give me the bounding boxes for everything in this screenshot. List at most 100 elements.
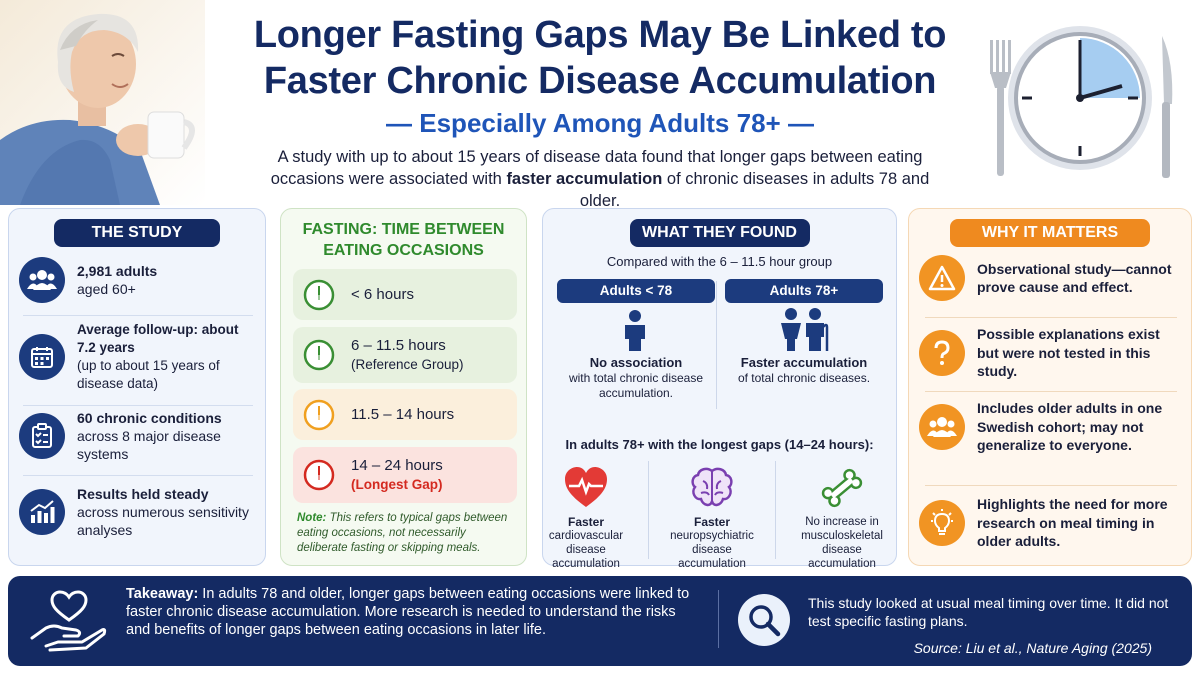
study-item-rest: across 8 major disease systems [77, 428, 221, 462]
why-it-matters-panel: WHY IT MATTERS Observational study—canno… [908, 208, 1192, 566]
study-item-rest: aged 60+ [77, 281, 136, 297]
why-item-observational: Observational study—cannot prove cause a… [919, 255, 1185, 301]
brain-icon [691, 467, 733, 507]
fasting-panel: FASTING: TIME BETWEEN EATING OCCASIONS <… [280, 208, 527, 566]
outcome-rest: No increase in musculoskeletal disease a… [801, 516, 883, 570]
bone-icon [821, 468, 863, 508]
why-item-cohort: Includes older adults in one Swedish coh… [919, 399, 1185, 455]
takeaway-body: In adults 78 and older, longer gaps betw… [126, 586, 690, 638]
outcome-musculoskeletal: No increase in musculoskeletal disease a… [787, 515, 897, 571]
fasting-row-label: 11.5 – 14 hours [351, 406, 455, 423]
finding-strong: Faster accumulation [740, 355, 868, 370]
study-item-strong: 2,981 adults [77, 263, 158, 279]
why-heading: WHY IT MATTERS [950, 219, 1150, 247]
source-citation: Source: Liu et al., Nature Aging (2025) [913, 640, 1152, 656]
magnifier-icon [738, 594, 790, 646]
outcome-strong: Faster [693, 515, 731, 529]
findings-heading: WHAT THEY FOUND [629, 219, 810, 247]
intro-part-2: of chronic diseases in adults 78 and old… [579, 170, 930, 210]
outcome-cardiovascular: Faster cardiovascular disease accumulatio… [531, 515, 641, 571]
intro-text: A study with up to about 15 years of dis… [250, 146, 950, 212]
divider [718, 590, 719, 648]
outcome-strong: Faster [567, 515, 605, 529]
divider [23, 475, 253, 476]
people-icon [19, 257, 65, 303]
why-item-text: Includes older adults in one Swedish coh… [977, 400, 1163, 453]
person-icon [625, 310, 645, 351]
finding-strong: No association [589, 355, 683, 370]
comparison-caption: Compared with the 6 – 11.5 hour group [606, 254, 833, 269]
clipboard-icon [19, 413, 65, 459]
tag-adults-78-plus: Adults 78+ [725, 279, 883, 303]
note-label: Note: [297, 512, 327, 524]
study-item-conditions: 60 chronic conditions across 8 major dise… [19, 409, 257, 463]
divider [925, 317, 1177, 318]
intro-bold: faster accumulation [506, 170, 663, 188]
fasting-row-mid: 11.5 – 14 hours [293, 389, 517, 440]
study-item-strong: Average follow-up: about 7.2 years [77, 322, 239, 355]
outcome-neuropsychiatric: Faster neuropsychiatric disease accumulat… [657, 515, 767, 571]
longest-gap-caption: In adults 78+ with the longest gaps (14–… [565, 437, 874, 452]
divider [23, 405, 253, 406]
fasting-note: Note: This refers to typical gaps betwee… [297, 511, 517, 556]
finding-78-plus: Faster accumulation of total chronic dise… [725, 355, 883, 386]
fasting-row-label: < 6 hours [351, 286, 414, 303]
calendar-icon [19, 334, 65, 380]
intro-part-1: A study with up to about 15 years of dis… [270, 148, 923, 188]
fasting-row-sub: (Reference Group) [351, 357, 464, 372]
divider [23, 315, 253, 316]
lightbulb-icon [919, 499, 965, 546]
hand-heart-icon [30, 590, 107, 652]
fasting-row-sub: (Longest Gap) [351, 477, 443, 492]
study-item-rest: (up to about 15 years of disease data) [77, 358, 220, 391]
elderly-couple-icon [781, 308, 829, 351]
tag-adults-under-78: Adults < 78 [557, 279, 715, 303]
fasting-row-label: 6 – 11.5 hours [351, 337, 446, 354]
fasting-heading: FASTING: TIME BETWEEN EATING OCCASIONS [281, 219, 526, 261]
divider [648, 461, 649, 559]
hero-photo-older-woman [0, 0, 205, 205]
study-item-results: Results held steady across numerous sensi… [19, 485, 257, 539]
why-item-explanations: Possible explanations exist but were not… [919, 325, 1185, 381]
title-line-1: Longer Fasting Gaps May Be Linked to [253, 14, 947, 56]
finding-under-78: No association with total chronic disease… [557, 355, 715, 402]
clock-icon [303, 399, 335, 430]
study-item-participants: 2,981 adults aged 60+ [19, 257, 257, 303]
fasting-heading-line-2: EATING OCCASIONS [323, 242, 484, 259]
usual-timing-note: This study looked at usual meal timing o… [808, 595, 1169, 629]
takeaway-text: Takeaway: In adults 78 and older, longer… [126, 585, 701, 639]
group-icon [919, 403, 965, 450]
question-icon [919, 329, 965, 376]
page-subtitle: — Especially Among Adults 78+ — [386, 108, 814, 138]
why-item-text: Highlights the need for more research on… [977, 496, 1168, 549]
clock-icon [303, 339, 335, 371]
divider [925, 485, 1177, 486]
divider [775, 461, 776, 559]
why-item-research: Highlights the need for more research on… [919, 495, 1185, 551]
title-line-2: Faster Chronic Disease Accumulation [263, 60, 937, 102]
clock-icon [303, 279, 335, 310]
fasting-row-under-6: < 6 hours [293, 269, 517, 320]
clock-fork-knife-illustration [976, 12, 1186, 184]
finding-rest: with total chronic disease accumulation. [568, 370, 704, 401]
why-item-text: Observational study—cannot prove cause a… [977, 260, 1172, 296]
chart-icon [19, 489, 65, 535]
page-title: Longer Fasting Gaps May Be Linked to Fas… [200, 12, 1000, 104]
clock-icon [303, 459, 335, 491]
study-item-strong: Results held steady [77, 486, 209, 502]
fasting-row-longest: 14 – 24 hours (Longest Gap) [293, 447, 517, 503]
heart-pulse-icon [565, 467, 607, 507]
why-item-text: Possible explanations exist but were not… [977, 326, 1160, 379]
study-heading: THE STUDY [54, 219, 220, 247]
study-item-rest: across numerous sensitivity analyses [77, 504, 249, 538]
study-item-strong: 60 chronic conditions [77, 410, 222, 426]
takeaway-label: Takeaway: [126, 586, 199, 602]
findings-panel: WHAT THEY FOUND Compared with the 6 – 11… [542, 208, 897, 570]
study-panel: THE STUDY 2,981 adults aged 60+ Average f… [8, 208, 266, 566]
warning-icon [919, 255, 965, 301]
takeaway-footer: Takeaway: In adults 78 and older, longer… [8, 576, 1192, 666]
divider [925, 391, 1177, 392]
study-item-follow-up: Average follow-up: about 7.2 years (up to… [19, 321, 257, 393]
finding-rest: of total chronic diseases. [737, 370, 871, 385]
fasting-heading-line-1: FASTING: TIME BETWEEN [302, 221, 505, 238]
